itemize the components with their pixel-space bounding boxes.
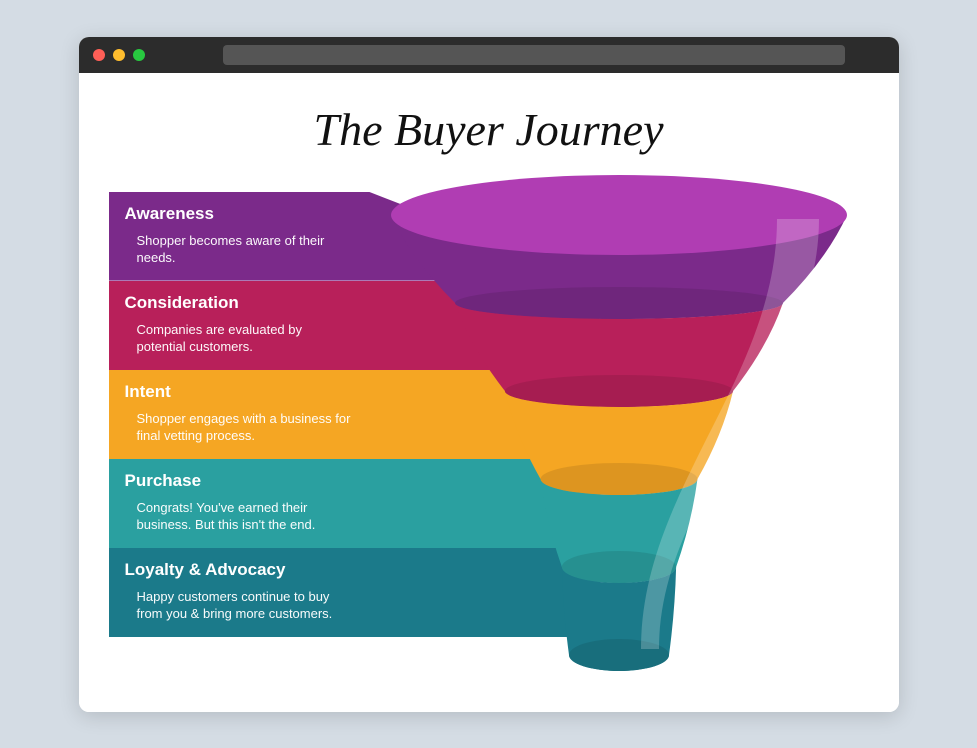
window-close-dot[interactable] (93, 49, 105, 61)
funnel-graphic (379, 167, 859, 687)
stage-desc: Shopper engages with a business for fina… (125, 410, 355, 445)
window-minimize-dot[interactable] (113, 49, 125, 61)
browser-window: The Buyer Journey Awareness Shopper beco… (79, 37, 899, 712)
window-maximize-dot[interactable] (133, 49, 145, 61)
stage-desc: Congrats! You've earned their business. … (125, 499, 355, 534)
stage-desc: Companies are evaluated by potential cus… (125, 321, 355, 356)
funnel-svg (379, 167, 859, 687)
page-content: The Buyer Journey Awareness Shopper beco… (79, 73, 899, 712)
page-title: The Buyer Journey (79, 103, 899, 156)
address-bar[interactable] (223, 45, 845, 65)
stage-desc: Shopper becomes aware of their needs. (125, 232, 355, 267)
stage-desc: Happy customers continue to buy from you… (125, 588, 355, 623)
infographic: Awareness Shopper becomes aware of their… (79, 192, 899, 672)
browser-titlebar (79, 37, 899, 73)
